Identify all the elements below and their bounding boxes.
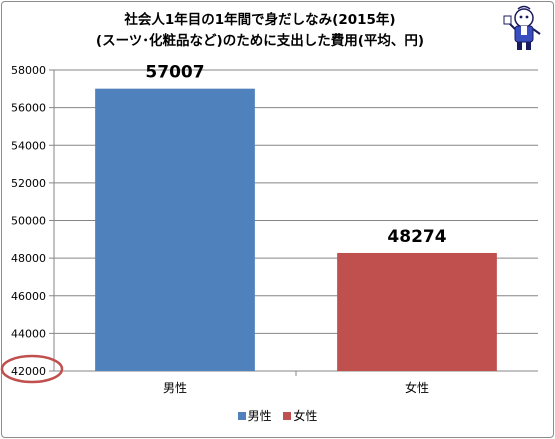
y-tick-label: 58000 — [11, 64, 46, 77]
y-tick-label: 52000 — [11, 177, 46, 190]
bar-female — [337, 252, 497, 371]
legend-swatch-male — [237, 412, 246, 420]
legend: 男性 女性 — [0, 407, 555, 424]
y-tick-label: 50000 — [11, 215, 46, 228]
y-tick-label: 56000 — [11, 102, 46, 115]
data-label: 57007 — [145, 63, 204, 83]
y-tick-label: 42000 — [11, 365, 46, 378]
mascot-icon — [503, 5, 541, 50]
chart-title-line1: 社会人1年目の1年間で身だしなみ(2015年) — [124, 12, 396, 28]
highlight-ellipse — [0, 354, 64, 384]
legend-label-female: 女性 — [293, 409, 318, 423]
legend-item-male: 男性 — [237, 407, 272, 424]
data-label: 48274 — [387, 227, 446, 247]
x-tick-label: 女性 — [405, 380, 429, 395]
chart-title-line2: (スーツ･化粧品など)のために支出した費用(平均、円) — [95, 33, 425, 49]
x-tick-label: 男性 — [163, 381, 187, 395]
legend-item-female: 女性 — [283, 407, 317, 424]
y-tick-label: 46000 — [11, 290, 46, 303]
legend-swatch-female — [283, 412, 292, 420]
legend-label-male: 男性 — [247, 409, 272, 423]
y-tick-label: 44000 — [11, 327, 46, 340]
y-tick-label: 54000 — [11, 139, 46, 152]
bar-male — [95, 88, 255, 371]
y-tick-label: 48000 — [11, 252, 46, 265]
